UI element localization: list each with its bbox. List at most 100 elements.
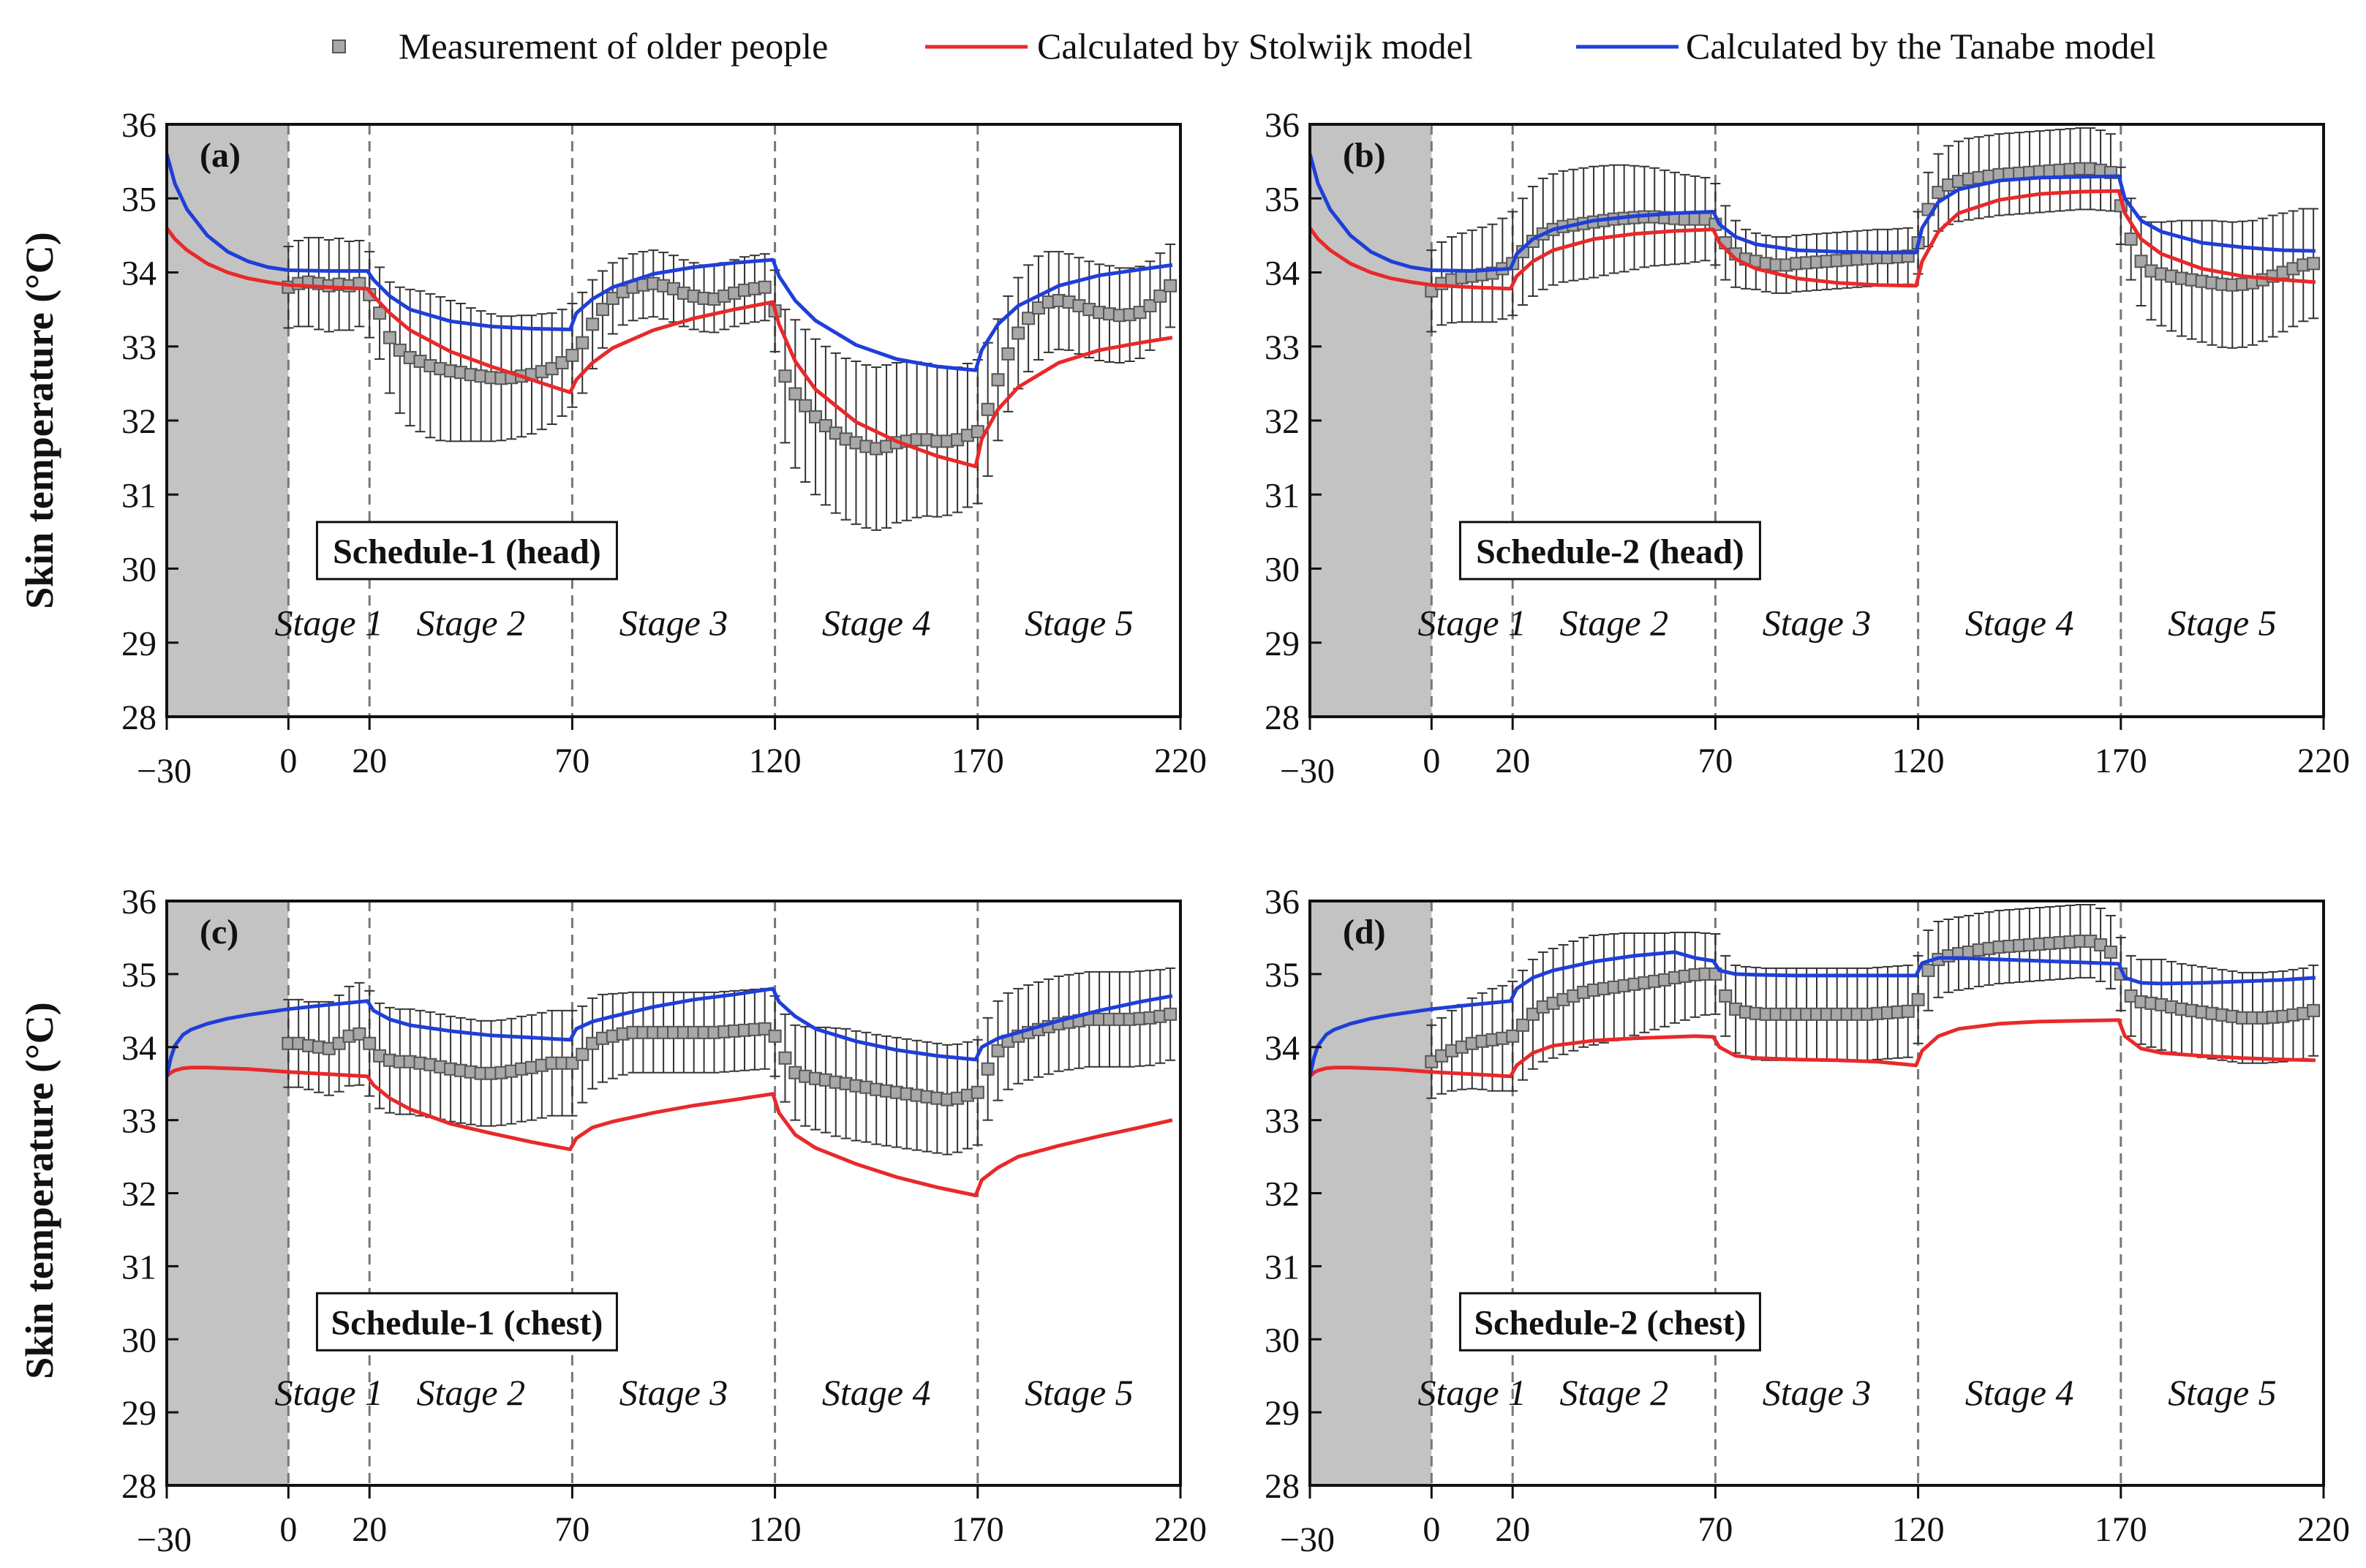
measurement-point (565, 348, 579, 362)
schedule-label: Schedule-1 (head) (333, 532, 601, 571)
y-tick-label: 33 (1265, 1102, 1300, 1141)
x-tick-label: 70 (554, 1510, 589, 1549)
stage-label: Stage 5 (1025, 1372, 1134, 1413)
panel-letter: (c) (200, 913, 238, 951)
measurement-point (393, 343, 407, 357)
stage-label: Stage 2 (1560, 1372, 1669, 1413)
stage-label: Stage 1 (1417, 1372, 1526, 1413)
measurement-point (1526, 1007, 1540, 1021)
y-tick-label: 31 (1265, 476, 1300, 515)
stage-label: Stage 3 (619, 603, 728, 644)
measurement-point (2134, 255, 2148, 268)
stage-label: Stage 3 (1763, 1372, 1872, 1413)
tanabe-line (167, 987, 1173, 1077)
x-tick-label: 120 (749, 1510, 802, 1549)
stage-label: Stage 5 (2168, 1372, 2277, 1413)
x-tick-label: 0 (279, 742, 297, 780)
measurement-point (2103, 945, 2117, 959)
x-tick-label: 120 (1892, 1510, 1945, 1549)
schedule-label: Schedule-2 (chest) (1474, 1303, 1746, 1342)
y-tick-label: 32 (1265, 402, 1300, 441)
measurement-point (1506, 1029, 1520, 1043)
x-tick-label: 70 (1698, 742, 1733, 780)
measurement-point (1011, 326, 1025, 340)
stage-label: Stage 1 (274, 1372, 383, 1413)
x-tick-label: 170 (952, 1510, 1004, 1549)
x-tick-label: 220 (2297, 742, 2350, 780)
x-tick-label: 0 (1423, 1510, 1440, 1549)
x-tick-label: −30 (137, 752, 192, 791)
y-tick-label: 31 (1265, 1248, 1300, 1286)
y-tick-label: 35 (121, 180, 157, 219)
stage-label: Stage 4 (1965, 603, 2074, 644)
y-tick-label: 34 (121, 255, 157, 293)
measurement-point (373, 306, 387, 320)
panel-a: Stage 1 Stage 2 Stage 3 Stage 4 Stage 5 28 29 3… (121, 106, 1207, 791)
tanabe-line (1310, 950, 2316, 1077)
measurement-point (991, 1044, 1005, 1058)
measurement-point (818, 419, 832, 433)
x-tick-label: 120 (1892, 742, 1945, 780)
y-axis-label-top: Skin temperature (°C) (18, 232, 61, 609)
measurement-point (2307, 1003, 2321, 1017)
measurement-point (799, 399, 813, 412)
legend-label-tanabe: Calculated by the Tanabe model (1686, 26, 2156, 67)
measurement-point (576, 336, 589, 350)
stolwijk-line (167, 227, 1173, 469)
stage-label: Stage 2 (417, 603, 526, 644)
x-tick-label: 170 (2095, 742, 2147, 780)
schedule-label: Schedule-2 (head) (1476, 532, 1744, 571)
stage-label: Stage 1 (274, 603, 383, 644)
x-tick-label: −30 (137, 1520, 192, 1559)
tanabe-line (1310, 153, 2316, 273)
stolwijk-line (1310, 189, 2316, 291)
y-tick-label: 28 (1265, 1467, 1300, 1506)
measurement-point (586, 317, 600, 331)
measurement-point (971, 1085, 984, 1099)
x-tick-label: 20 (352, 742, 387, 780)
schedule-label-box (1458, 1292, 1761, 1352)
x-tick-label: 170 (952, 742, 1004, 780)
x-tick-label: 120 (749, 742, 802, 780)
shaded-region (1310, 901, 1432, 1485)
y-tick-label: 33 (1265, 328, 1300, 367)
schedule-label-box (1458, 521, 1761, 581)
panel-c: Stage 1 Stage 2 Stage 3 Stage 4 Stage 5 28 29 3… (121, 883, 1207, 1559)
y-axis-label-bottom: Skin temperature (°C) (18, 1002, 61, 1379)
y-tick-label: 28 (121, 698, 157, 737)
x-tick-label: −30 (1280, 1520, 1335, 1559)
measurement-point (788, 387, 802, 401)
x-tick-label: 220 (1154, 742, 1207, 780)
y-tick-label: 33 (121, 1102, 157, 1141)
y-tick-label: 31 (121, 1248, 157, 1286)
measurement-point (1911, 992, 1925, 1006)
measurement-point (768, 1029, 782, 1043)
measurement-point (1153, 289, 1167, 303)
legend: Measurement of older people Calculated b… (332, 26, 2156, 67)
panel-d: Stage 1 Stage 2 Stage 3 Stage 4 Stage 5 28 29 3… (1265, 883, 2350, 1559)
x-tick-label: 220 (1154, 1510, 1207, 1549)
measurement-point (809, 410, 823, 423)
schedule-label: Schedule-1 (chest) (331, 1303, 603, 1342)
y-tick-label: 35 (1265, 956, 1300, 995)
measurement-point (1001, 347, 1015, 361)
y-tick-label: 29 (1265, 625, 1300, 663)
y-tick-label: 30 (1265, 551, 1300, 589)
y-tick-label: 36 (121, 106, 157, 145)
x-tick-label: −30 (1280, 752, 1335, 791)
stage-label: Stage 4 (822, 1372, 931, 1413)
measurement-point (363, 1036, 377, 1050)
panel-letter: (a) (200, 136, 241, 175)
y-tick-label: 28 (1265, 698, 1300, 737)
x-tick-label: 20 (1495, 742, 1530, 780)
stage-label: Stage 4 (822, 603, 931, 644)
stage-label: Stage 3 (619, 1372, 728, 1413)
measurement-point (1516, 1018, 1530, 1032)
measurement-point (595, 303, 609, 317)
legend-label-stolwijk: Calculated by Stolwijk model (1037, 26, 1473, 67)
legend-marker-measurement (332, 39, 346, 53)
shaded-region (1310, 124, 1432, 717)
measurement-point (1164, 279, 1178, 293)
measurement-point (778, 369, 792, 383)
